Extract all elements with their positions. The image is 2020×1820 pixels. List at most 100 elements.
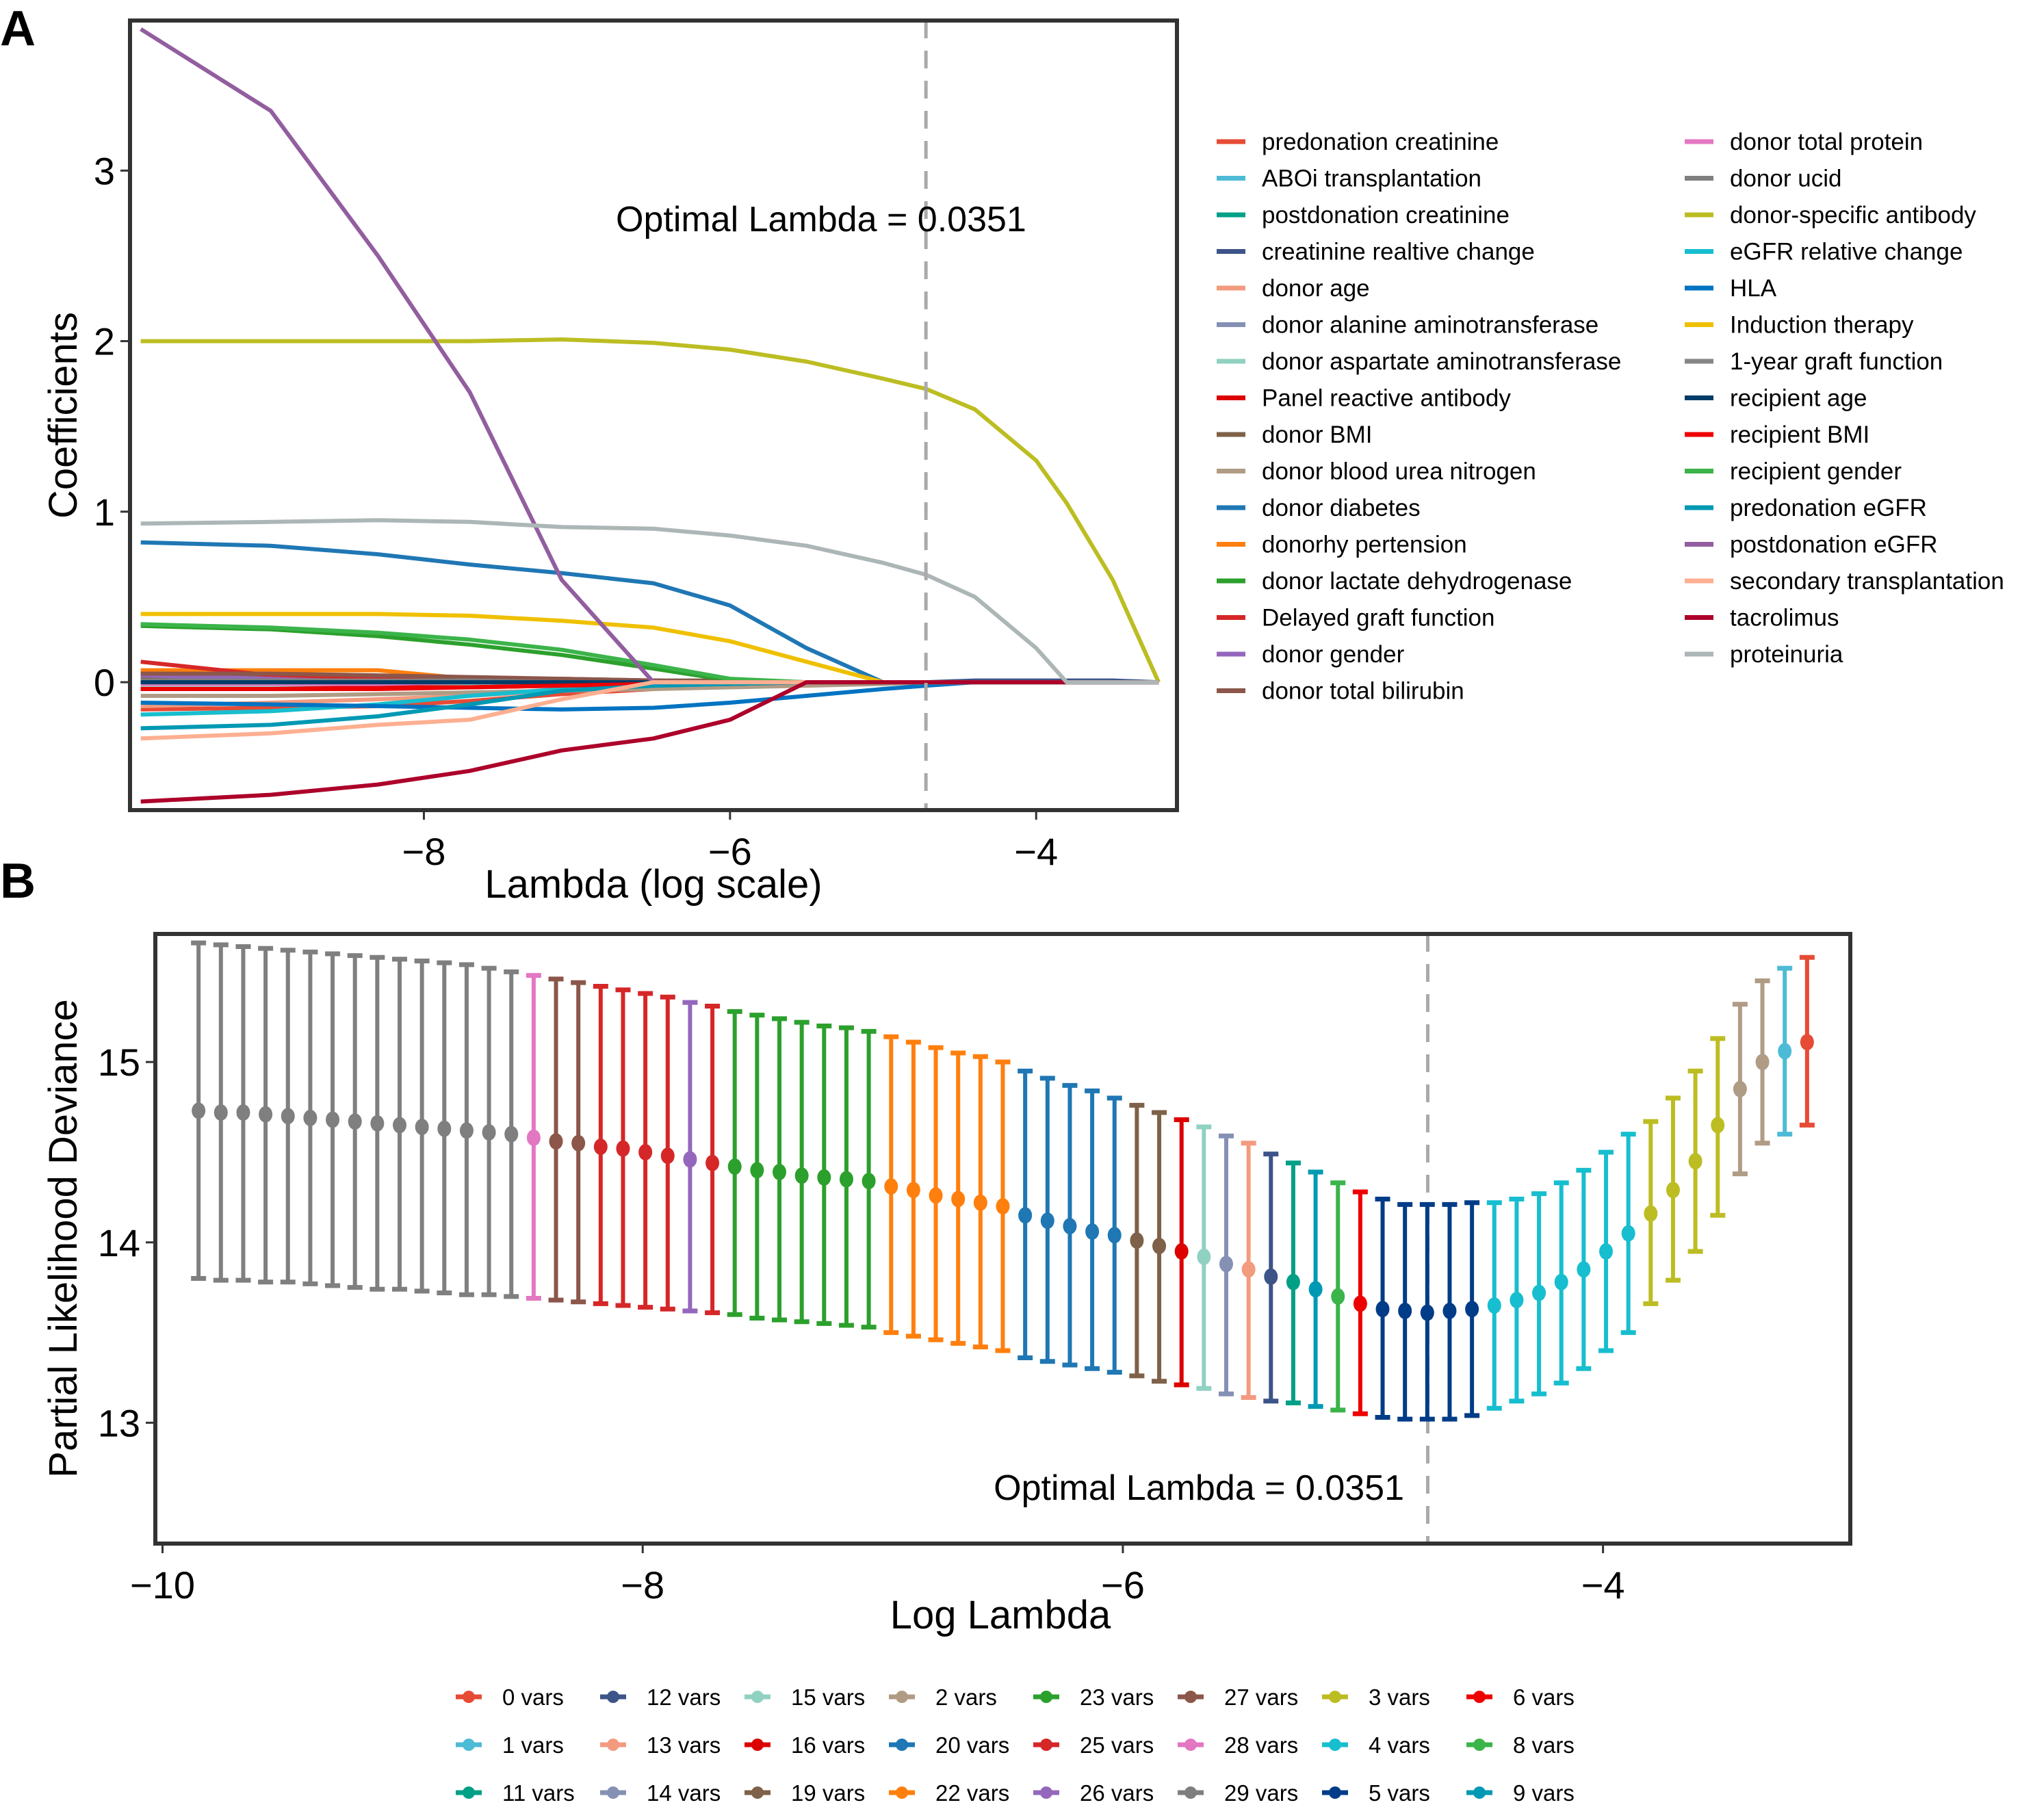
mean-point: [1331, 1288, 1345, 1305]
legend-label: postdonation eGFR: [1730, 532, 1938, 558]
panel-a: A Optimal Lambda = 0.0351 0 1 2 3 −8 −6 −4 Co…: [0, 1, 2004, 907]
legend: predonation creatinine ABOi transplantati…: [1217, 129, 2004, 705]
legend-item: 20 vars: [889, 1732, 1009, 1758]
mean-point: [348, 1113, 362, 1130]
legend-item: donor aspartate aminotransferase: [1217, 348, 1621, 375]
mean-point: [1800, 1034, 1814, 1051]
legend-marker: [1184, 1691, 1197, 1703]
mean-point: [1241, 1261, 1256, 1278]
mean-point: [727, 1158, 742, 1175]
error-bar: [213, 942, 229, 1283]
legend-label: 4 vars: [1369, 1732, 1430, 1758]
panel-b-frame: [153, 932, 1852, 1546]
legend-label: recipient age: [1730, 385, 1867, 412]
legend-marker: [463, 1786, 475, 1799]
legend-label: donor BMI: [1262, 421, 1372, 448]
mean-point: [1152, 1238, 1167, 1255]
mean-point: [1197, 1248, 1211, 1265]
error-bar: [1263, 1152, 1279, 1404]
legend-item: HLA: [1685, 275, 1777, 302]
legend-label: 28 vars: [1224, 1732, 1298, 1758]
error-bar: [1643, 1119, 1659, 1306]
legend-label: secondary transplantation: [1730, 568, 2004, 595]
mean-point: [1040, 1212, 1054, 1230]
legend-label: ABOi transplantation: [1262, 166, 1481, 192]
legend-label: Induction therapy: [1730, 312, 1914, 339]
legend-label: donor diabetes: [1262, 495, 1421, 521]
legend-marker: [1184, 1786, 1197, 1799]
error-bar: [1285, 1160, 1301, 1405]
mean-point: [951, 1191, 966, 1208]
error-bar: [571, 980, 586, 1305]
mean-point: [1219, 1256, 1233, 1273]
legend-label: 0 vars: [502, 1685, 564, 1710]
legend-marker: [1184, 1739, 1197, 1751]
legend-item: 13 vars: [600, 1732, 721, 1758]
mean-point: [1130, 1232, 1144, 1249]
error-bar: [1174, 1117, 1189, 1388]
error-bar: [347, 953, 363, 1290]
legend-item: 1 vars: [456, 1732, 564, 1758]
error-bar: [1085, 1088, 1100, 1371]
error-bar: [1598, 1149, 1614, 1353]
legend-label: 5 vars: [1369, 1780, 1430, 1806]
error-bar: [235, 944, 251, 1283]
mean-point: [1063, 1218, 1077, 1235]
error-bar: [191, 940, 207, 1281]
legend-item: 22 vars: [889, 1780, 1009, 1806]
legend-label: donor-specific antibody: [1730, 202, 1976, 229]
mean-point: [1755, 1054, 1770, 1071]
mean-point: [1375, 1301, 1390, 1318]
legend-item: donor blood urea nitrogen: [1217, 458, 1536, 485]
x-tick-label: −8: [621, 1563, 664, 1607]
x-axis-title: Lambda (log scale): [484, 862, 822, 907]
mean-point: [236, 1104, 250, 1121]
mean-point: [1711, 1117, 1725, 1134]
legend-label: 11 vars: [502, 1780, 575, 1806]
legend-item: 15 vars: [744, 1685, 865, 1710]
mean-point: [1688, 1153, 1702, 1170]
mean-point: [1353, 1295, 1367, 1312]
error-bar: [391, 957, 407, 1292]
legend-marker: [1040, 1691, 1052, 1703]
mean-point: [571, 1134, 586, 1152]
error-bar: [1754, 978, 1770, 1146]
legend-label: 14 vars: [647, 1780, 721, 1806]
error-bar: [1486, 1200, 1502, 1411]
legend-item: donor gender: [1217, 641, 1405, 668]
legend-item: 12 vars: [600, 1685, 721, 1710]
legend-label: creatinine realtive change: [1262, 239, 1535, 265]
error-bar: [772, 1016, 788, 1323]
mean-point: [794, 1167, 809, 1184]
mean-point: [906, 1182, 920, 1199]
y-axis-title: Coefficients: [41, 312, 86, 519]
error-bar: [705, 1003, 721, 1316]
legend-marker: [751, 1691, 764, 1703]
error-bar: [504, 969, 519, 1299]
mean-point: [259, 1106, 273, 1123]
x-tick-label: −8: [402, 830, 446, 873]
panel-a-letter: A: [0, 1, 36, 56]
legend-label: donor aspartate aminotransferase: [1262, 348, 1621, 375]
legend-label: predonation creatinine: [1262, 129, 1499, 155]
legend-item: recipient BMI: [1685, 421, 1869, 448]
legend-item: 27 vars: [1178, 1685, 1298, 1710]
panel-a-frame: [128, 18, 1179, 812]
error-bar: [1352, 1189, 1368, 1416]
mean-point: [504, 1126, 519, 1143]
error-bar: [638, 991, 653, 1310]
mean-point: [1264, 1268, 1278, 1285]
legend-item: donor alanine aminotransferase: [1217, 312, 1598, 339]
error-bar: [1419, 1201, 1435, 1422]
error-bar: [593, 983, 608, 1306]
error-bar: [414, 959, 430, 1294]
mean-point: [281, 1108, 295, 1125]
x-tick-label: −6: [708, 830, 752, 873]
legend-label: tacrolimus: [1730, 605, 1839, 632]
legend-marker: [607, 1691, 619, 1703]
y-axis-ticks: 0 1 2 3: [94, 149, 130, 704]
error-bar: [1330, 1180, 1346, 1413]
legend-item: postdonation creatinine: [1217, 202, 1510, 229]
error-bar: [816, 1023, 832, 1326]
error-bar: [1039, 1076, 1055, 1364]
